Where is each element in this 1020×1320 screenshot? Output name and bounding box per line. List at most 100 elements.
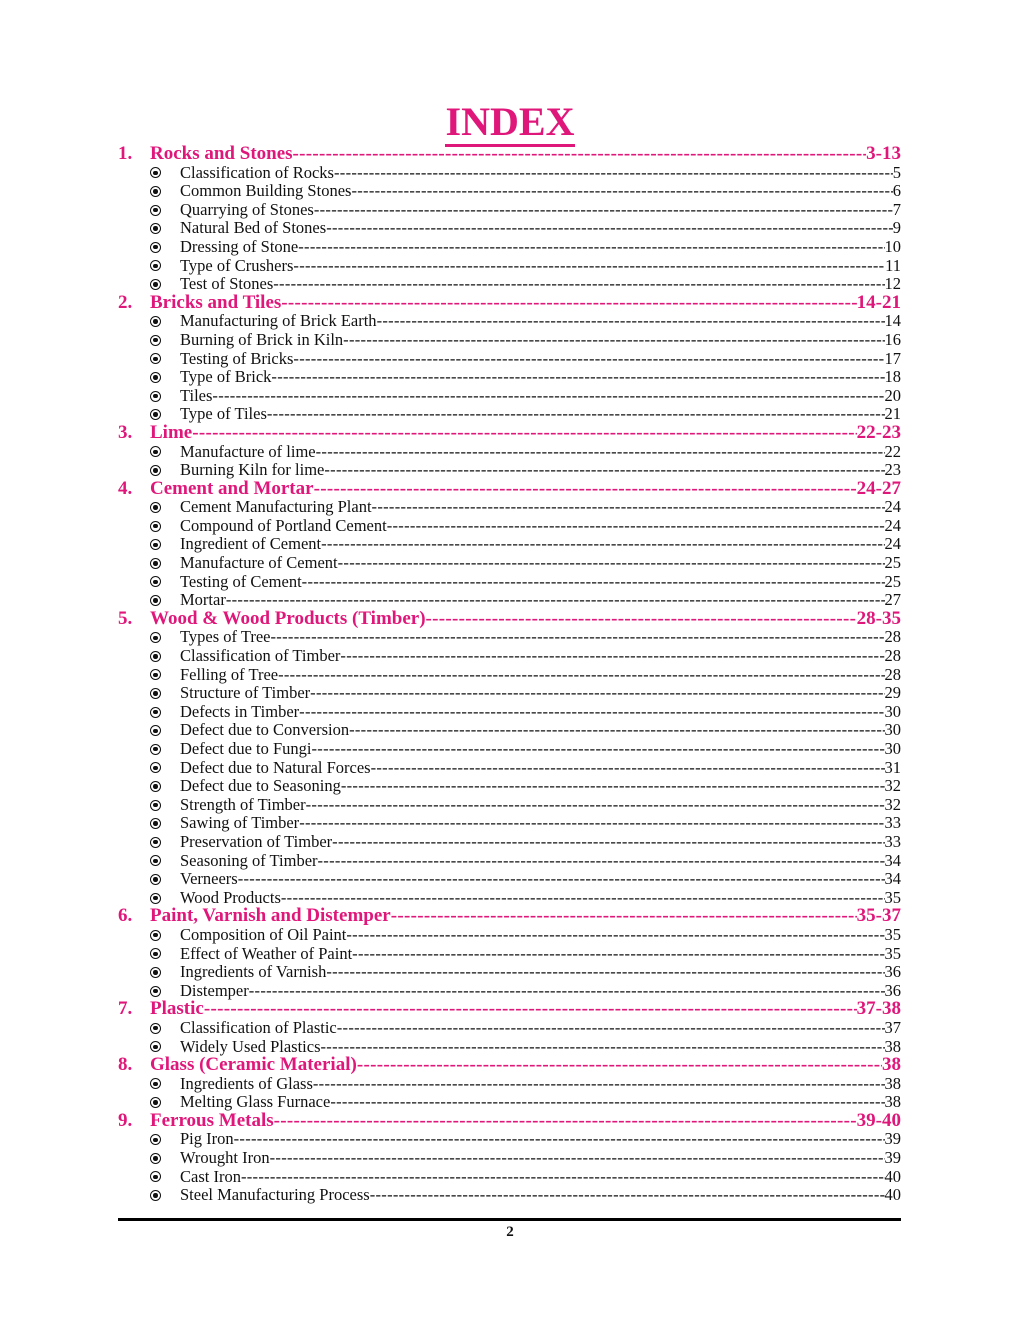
section-title: Lime xyxy=(150,421,193,443)
dot-leader xyxy=(302,573,885,592)
item-page: 28 xyxy=(884,664,902,684)
item-page: 40 xyxy=(884,1185,902,1205)
item-page: 18 xyxy=(884,367,902,387)
item-label: Common Building Stones xyxy=(180,181,352,201)
list-item: Compound of Portland Cement 24 xyxy=(118,515,902,536)
item-label: Defect due to Conversion xyxy=(180,720,350,740)
radio-bullet-icon xyxy=(150,873,161,885)
list-item: Type of Tiles 21 xyxy=(118,405,901,424)
dot-leader xyxy=(337,1019,885,1038)
item-label: Defect due to Natural Forces xyxy=(180,757,371,777)
bullet-wrap xyxy=(118,743,180,755)
item-page: 30 xyxy=(884,720,902,740)
item-label: Melting Glass Furnace xyxy=(180,1092,331,1112)
list-item: Composition of Oil Paint 35 xyxy=(118,924,901,945)
list-item: Steel Manufacturing Process 40 xyxy=(118,1186,901,1205)
dot-leader xyxy=(426,610,857,629)
item-label: Manufacture of lime xyxy=(180,441,316,461)
dot-leader xyxy=(343,331,884,350)
list-item: Manufacturing of Brick Earth 14 xyxy=(118,312,901,331)
bullet-wrap xyxy=(118,539,180,551)
section-pages: 35-37 xyxy=(856,905,901,927)
dot-leader xyxy=(278,666,884,685)
bullet-wrap xyxy=(118,948,180,960)
list-item: Testing of Cement 25 xyxy=(118,571,902,592)
dot-leader xyxy=(320,1038,884,1057)
item-page: 29 xyxy=(884,683,902,703)
dot-leader xyxy=(271,628,885,647)
dot-leader xyxy=(324,461,884,480)
item-page: 33 xyxy=(884,813,902,833)
item-page: 17 xyxy=(884,348,902,368)
item-label: Testing of Cement xyxy=(180,571,302,591)
dot-leader xyxy=(293,350,884,369)
radio-bullet-icon xyxy=(150,502,161,514)
bullet-wrap xyxy=(118,669,180,681)
section-pages: 37-38 xyxy=(856,998,901,1020)
radio-bullet-icon xyxy=(150,1097,161,1109)
dot-leader xyxy=(340,647,884,666)
list-item: Sawing of Timber 33 xyxy=(118,814,901,833)
bullet-wrap xyxy=(118,334,180,346)
bullet-wrap xyxy=(118,1097,180,1109)
bullet-wrap xyxy=(118,1171,180,1183)
bullet-wrap xyxy=(118,780,180,792)
item-label: Sawing of Timber xyxy=(180,813,300,833)
item-page: 9 xyxy=(892,218,901,238)
item-page: 25 xyxy=(884,553,902,573)
bullet-wrap xyxy=(118,836,180,848)
bullet-wrap xyxy=(118,409,180,421)
section-number: 7. xyxy=(118,998,133,1020)
radio-bullet-icon xyxy=(150,855,161,867)
section-heading: 9. Ferrous Metals 39-40 xyxy=(118,1111,901,1131)
item-page: 24 xyxy=(884,497,902,517)
item-page: 25 xyxy=(884,571,902,591)
bullet-wrap xyxy=(118,1152,180,1164)
item-page: 7 xyxy=(892,199,901,219)
item-label: Types of Tree xyxy=(180,627,271,647)
item-page: 32 xyxy=(884,794,902,814)
radio-bullet-icon xyxy=(150,1041,161,1053)
dot-leader xyxy=(313,1075,885,1094)
list-item: Type of Brick 18 xyxy=(118,368,901,387)
bullet-wrap xyxy=(118,1190,180,1202)
radio-bullet-icon xyxy=(150,371,161,383)
list-item: Manufacture of lime 22 xyxy=(118,441,901,462)
section-heading: 1. Rocks and Stones 3-13 xyxy=(118,144,901,164)
item-label: Wrought Iron xyxy=(180,1148,270,1168)
bullet-wrap xyxy=(118,260,180,272)
item-page: 38 xyxy=(884,1036,902,1056)
item-label: Composition of Oil Paint xyxy=(180,924,347,944)
item-page: 12 xyxy=(884,274,902,294)
bullet-wrap xyxy=(118,688,180,700)
list-item: Testing of Bricks 17 xyxy=(118,348,902,369)
dot-leader xyxy=(267,405,885,424)
bullet-wrap xyxy=(118,520,180,532)
radio-bullet-icon xyxy=(150,725,161,737)
item-page: 21 xyxy=(884,404,902,424)
bullet-wrap xyxy=(118,1022,180,1034)
list-item: Effect of Weather of Paint 35 xyxy=(118,944,901,964)
item-page: 39 xyxy=(884,1148,902,1168)
dot-leader xyxy=(341,777,885,796)
bullet-wrap xyxy=(118,929,180,941)
item-page: 30 xyxy=(884,739,902,758)
radio-bullet-icon xyxy=(150,334,161,346)
radio-bullet-icon xyxy=(150,892,161,904)
item-page: 39 xyxy=(884,1129,902,1149)
item-page: 24 xyxy=(884,515,902,535)
dot-leader xyxy=(316,443,885,462)
bullet-wrap xyxy=(118,223,180,235)
item-page: 10 xyxy=(884,236,902,256)
list-item: Defect due to Conversion 30 xyxy=(118,721,901,740)
item-label: Cast Iron xyxy=(180,1166,241,1186)
bullet-wrap xyxy=(118,595,180,607)
radio-bullet-icon xyxy=(150,836,161,848)
item-label: Steel Manufacturing Process xyxy=(180,1185,370,1205)
list-item: Ingredient of Cement 24 xyxy=(118,535,901,554)
bullet-wrap xyxy=(118,873,180,885)
dot-leader xyxy=(377,312,885,331)
item-page: 28 xyxy=(884,646,902,666)
section-heading: 6. Paint, Varnish and Distemper 35-37 xyxy=(118,907,901,926)
section-number: 5. xyxy=(118,607,133,629)
